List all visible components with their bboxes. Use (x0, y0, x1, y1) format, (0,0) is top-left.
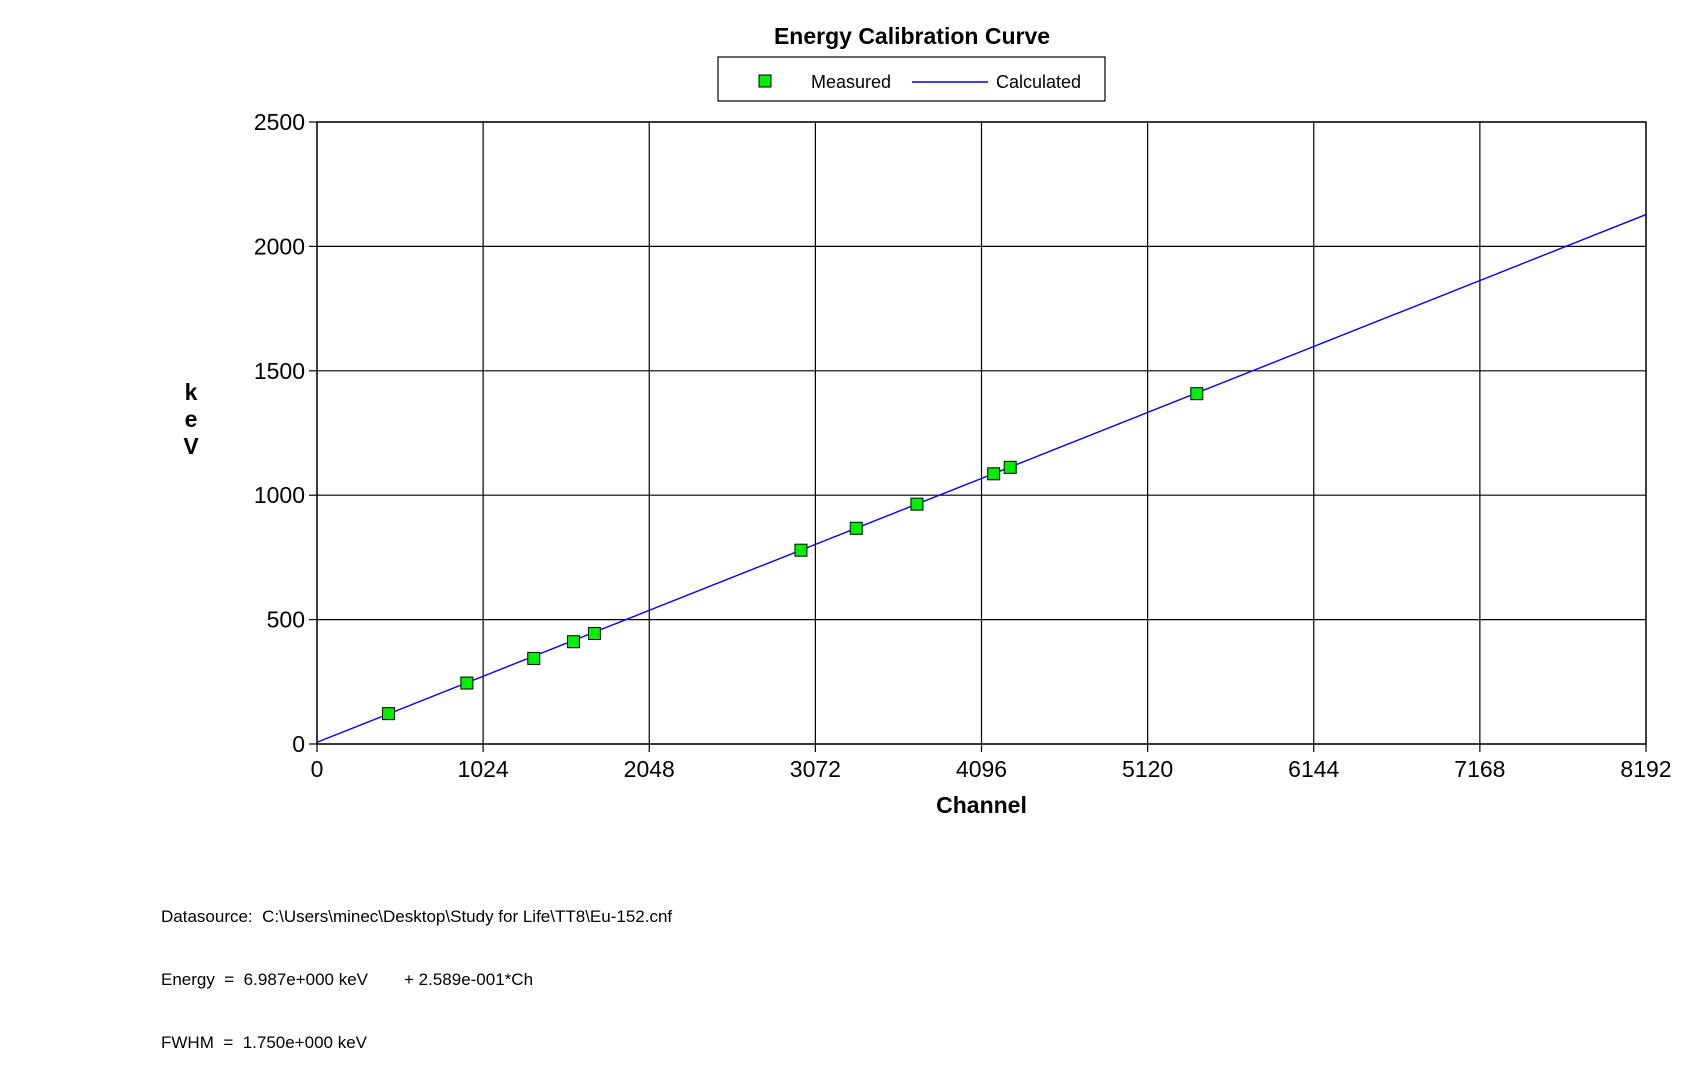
legend-box (717, 56, 1106, 102)
measured-point (587, 627, 601, 641)
fwhm-text: FWHM = 1.750e+000 keV (161, 1033, 367, 1052)
x-axis-label: Channel (936, 792, 1027, 818)
x-tick-label: 1024 (458, 756, 509, 782)
measured-point (987, 467, 1001, 481)
x-tick-label: 8192 (1620, 756, 1671, 782)
measured-point (794, 543, 808, 557)
grid-lines (316, 121, 1647, 745)
y-axis-label-char: e (185, 406, 198, 432)
measured-point (849, 521, 863, 535)
measured-point (527, 651, 541, 665)
legend-measured-label: Measured (811, 72, 891, 92)
x-tick-label: 2048 (624, 756, 675, 782)
x-tick-label: 5120 (1122, 756, 1173, 782)
legend-measured-marker (758, 74, 772, 88)
legend-calculated-label: Calculated (996, 72, 1081, 92)
y-tick-label: 2000 (254, 233, 305, 259)
calibration-chart: Energy Calibration Curve Measured Calcul… (183, 23, 1672, 818)
measured-series (382, 387, 1204, 721)
energy-slope-text: + 2.589e-001*Ch (404, 970, 534, 989)
chart-title: Energy Calibration Curve (774, 23, 1050, 49)
y-axis-label-char: k (185, 379, 198, 405)
measured-point (382, 707, 396, 721)
legend: Measured Calculated (717, 56, 1106, 102)
x-tick-label: 7168 (1454, 756, 1505, 782)
measured-point (910, 497, 924, 511)
measured-point (566, 635, 580, 649)
measured-point (460, 676, 474, 690)
y-axis-ticks: 0 500 1000 1500 2000 2500 (254, 109, 317, 757)
measured-point (1190, 387, 1204, 401)
y-axis-label-char: V (183, 433, 199, 459)
x-axis-ticks: 0 1024 2048 3072 4096 5120 6144 7168 8192 (311, 744, 1672, 782)
x-tick-label: 0 (311, 756, 324, 782)
datasource-text: Datasource: C:\Users\minec\Desktop\Study… (161, 907, 673, 926)
y-tick-label: 0 (292, 731, 305, 757)
measured-point (1003, 460, 1017, 474)
y-tick-label: 1500 (254, 358, 305, 384)
y-tick-label: 500 (267, 607, 305, 633)
x-tick-label: 6144 (1288, 756, 1339, 782)
energy-equation: Energy = 6.987e+000 keV + 2.589e-001*Ch (161, 969, 672, 990)
x-tick-label: 4096 (956, 756, 1007, 782)
energy-offset-text: Energy = 6.987e+000 keV (161, 970, 368, 989)
calibration-info: Datasource: C:\Users\minec\Desktop\Study… (161, 864, 672, 1074)
y-tick-label: 1000 (254, 482, 305, 508)
y-tick-label: 2500 (254, 109, 305, 135)
x-tick-label: 3072 (790, 756, 841, 782)
